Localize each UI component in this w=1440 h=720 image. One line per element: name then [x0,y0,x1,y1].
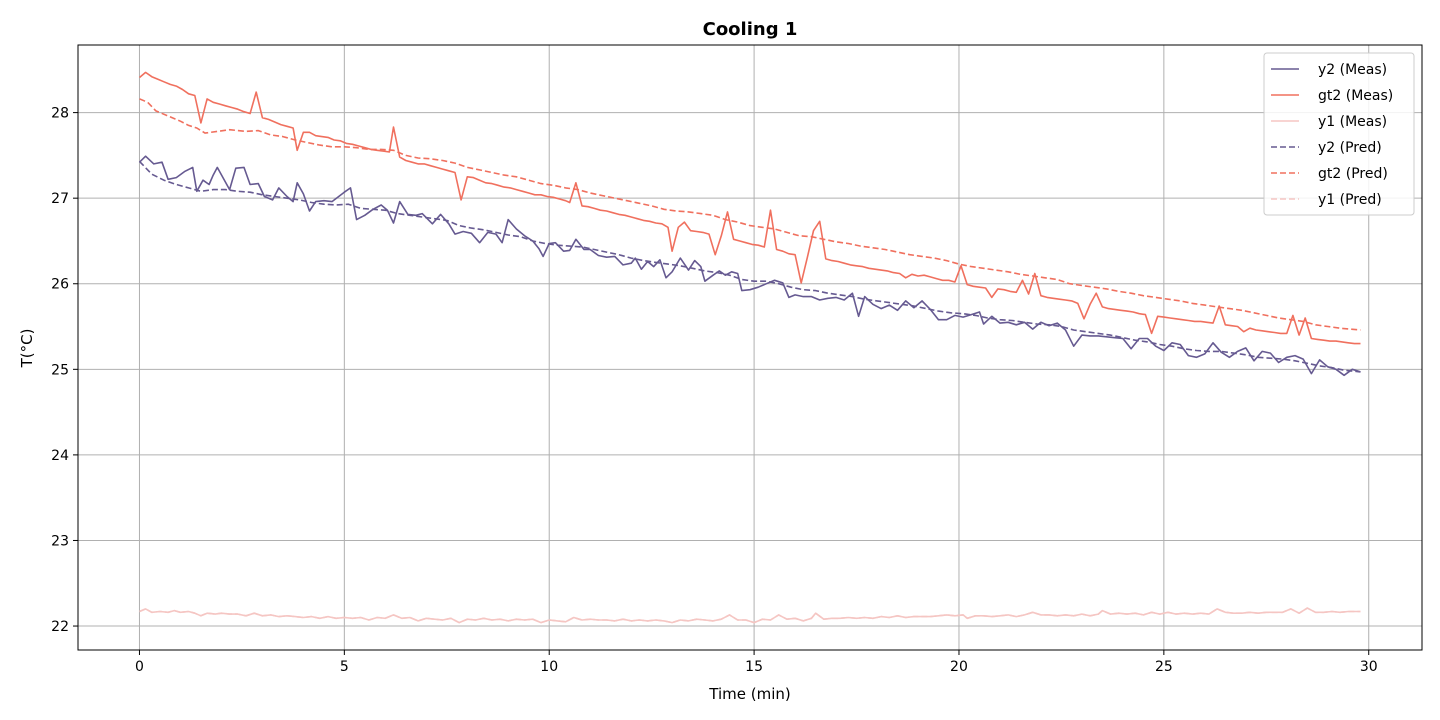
x-tick-label: 30 [1360,659,1378,675]
y-tick-label: 26 [51,277,69,293]
x-tick-label: 5 [340,659,349,675]
y-tick-label: 24 [51,448,69,464]
legend-label: y1 (Pred) [1318,192,1382,208]
x-tick-label: 20 [950,659,968,675]
series-line-1 [138,71,1361,345]
tick-layer: 0 5 10 15 20 25 30 22 23 24 25 26 27 28 [51,106,1377,675]
x-tick-label: 0 [135,659,144,675]
y-tick-label: 27 [51,191,69,207]
legend-label: gt2 (Pred) [1318,166,1388,182]
y-tick-label: 22 [51,619,69,635]
legend-label: gt2 (Meas) [1318,88,1393,104]
y-tick-label: 23 [51,533,69,549]
y-tick-label: 25 [51,362,69,378]
series-line-5 [139,607,1361,624]
series-layer [138,71,1361,624]
legend-label: y2 (Pred) [1318,140,1382,156]
series-line-3 [138,160,1361,373]
x-axis-title: Time (min) [708,685,790,703]
grid [78,45,1422,650]
x-tick-label: 25 [1155,659,1173,675]
plot-frame [77,44,1423,651]
legend-label: y1 (Meas) [1318,114,1387,130]
legend-label: y2 (Meas) [1318,62,1387,78]
y-axis-title: T(°C) [18,329,36,369]
series-line-4 [139,98,1361,331]
legend: y2 (Meas) gt2 (Meas) y1 (Meas) y2 (Pred) gt2… [1263,52,1415,216]
legend-box [1263,52,1415,216]
x-tick-label: 10 [540,659,558,675]
x-tick-label: 15 [745,659,763,675]
chart-title: Cooling 1 [703,19,798,40]
y-tick-label: 28 [51,106,69,122]
